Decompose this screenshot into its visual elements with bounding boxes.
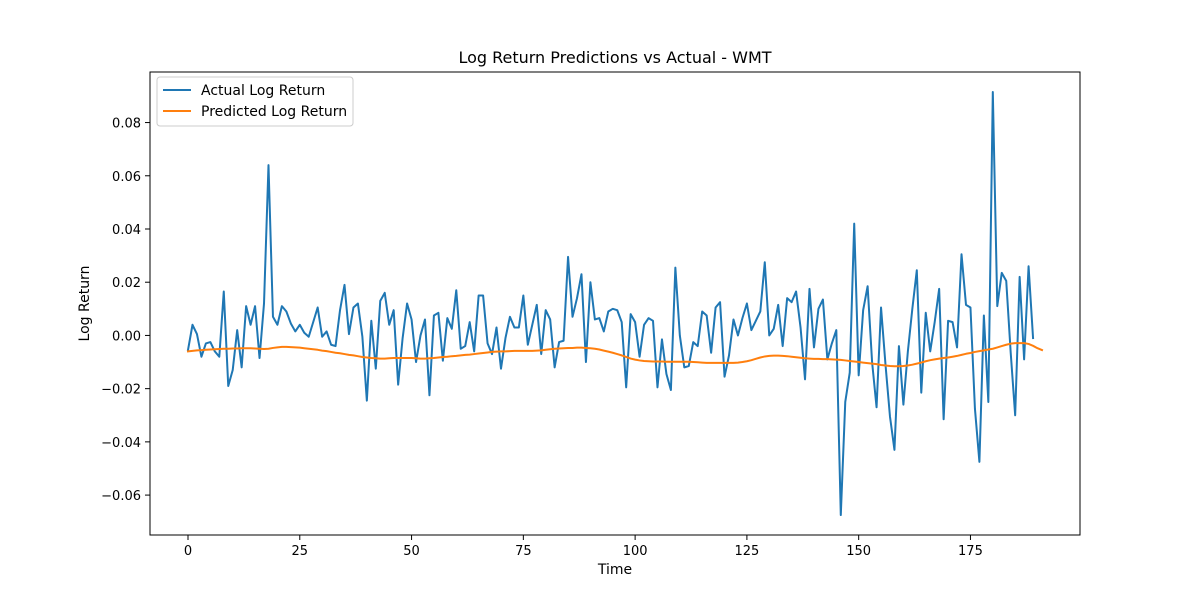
x-tick-label: 0 — [184, 544, 192, 559]
y-tick-label: −0.04 — [101, 436, 141, 451]
x-axis: 0 25 50 75 100 125 150 175 — [184, 535, 983, 559]
y-tick-label: 0.02 — [112, 276, 141, 291]
plot-frame — [149, 71, 1081, 536]
legend-label-predicted: Predicted Log Return — [201, 104, 347, 120]
legend: Actual Log Return Predicted Log Return — [156, 76, 354, 127]
y-axis-label: Log Return — [77, 266, 93, 342]
plot-area — [149, 71, 1081, 536]
x-tick-label: 175 — [958, 544, 983, 559]
x-tick-label: 125 — [734, 544, 759, 559]
y-tick-label: 0.08 — [112, 117, 141, 132]
y-tick-label: −0.06 — [101, 489, 141, 504]
x-axis-label: Time — [597, 562, 632, 578]
series-actual-line — [186, 90, 1035, 517]
legend-box — [156, 76, 354, 127]
legend-label-actual: Actual Log Return — [201, 83, 325, 99]
chart-title: Log Return Predictions vs Actual - WMT — [458, 48, 771, 67]
y-tick-label: 0.00 — [112, 329, 141, 344]
y-axis: −0.06 −0.04 −0.02 0.00 0.02 0.04 0.06 0.08 — [101, 117, 150, 504]
series-predicted-line — [186, 342, 1044, 368]
y-tick-label: 0.06 — [112, 170, 141, 185]
x-tick-label: 100 — [623, 544, 648, 559]
x-tick-label: 75 — [515, 544, 532, 559]
x-tick-label: 50 — [403, 544, 420, 559]
x-tick-label: 150 — [846, 544, 871, 559]
x-tick-label: 25 — [292, 544, 309, 559]
y-tick-label: −0.02 — [101, 383, 141, 398]
y-tick-label: 0.04 — [112, 223, 141, 238]
